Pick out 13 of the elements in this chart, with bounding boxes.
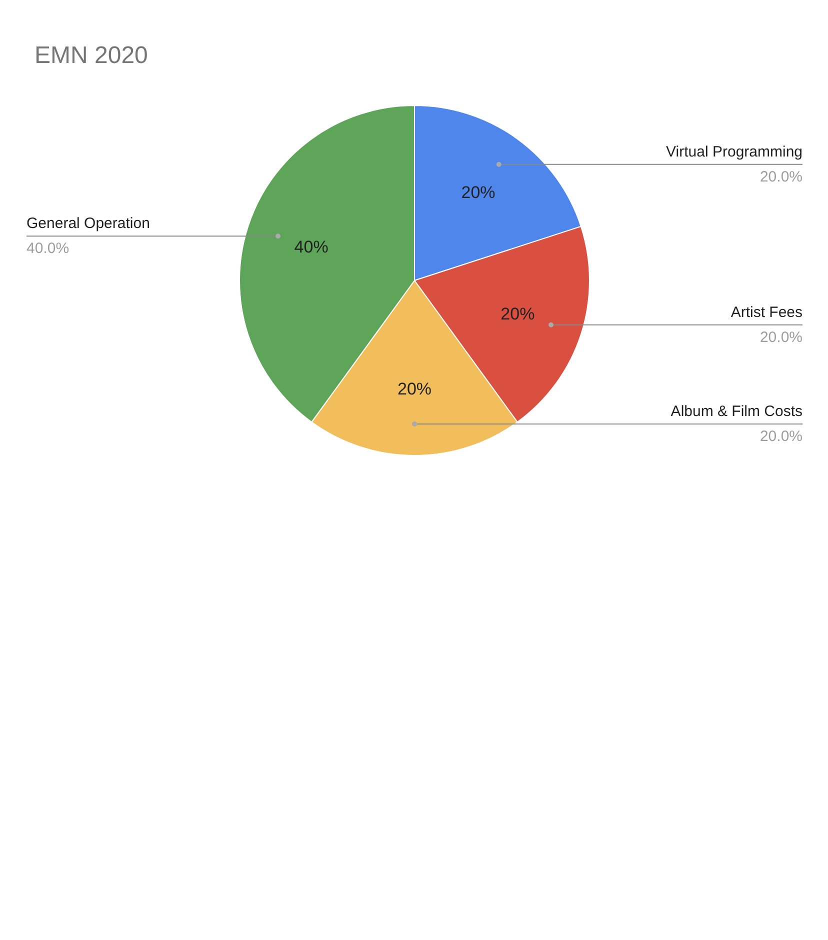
slice-label: General Operation	[26, 215, 150, 232]
chart-title: EMN 2020	[34, 42, 148, 69]
slice-label: Album & Film Costs	[670, 403, 803, 420]
text: 20.0%	[760, 168, 803, 186]
text: 40.0%	[26, 240, 70, 258]
data-label: 20%	[500, 304, 535, 324]
text: 20.0%	[760, 328, 803, 346]
data-label: 20%	[461, 183, 496, 202]
data-label: 40%	[294, 237, 328, 256]
slice-label: Virtual Programming	[666, 143, 803, 160]
data-label: 20%	[397, 380, 432, 398]
text: 20.0%	[760, 428, 803, 445]
slice-label: Artist Fees	[730, 304, 803, 321]
